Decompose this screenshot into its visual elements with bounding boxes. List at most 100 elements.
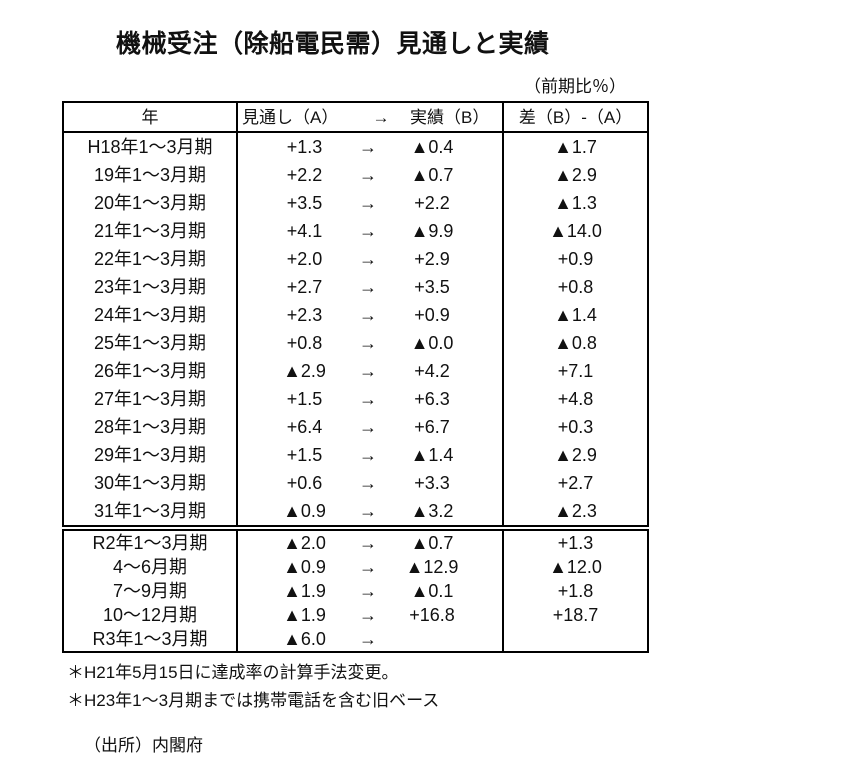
year-cell: 4～6月期: [63, 555, 238, 579]
diff-cell: ▲2.9: [554, 445, 597, 465]
diff-cell: +4.8: [557, 389, 594, 409]
forecast-cell: +3.5: [286, 193, 323, 213]
forecast-cell: +0.6: [286, 473, 323, 493]
header-row: 年 見通し（A） → 実績（B） 差（B）-（A）: [63, 102, 649, 133]
table-row: 19年1～3月期 +2.2 → ▲0.7 ▲2.9: [63, 161, 648, 189]
arrow-icon: →: [359, 193, 377, 213]
year-cell: 30年1～3月期: [63, 469, 238, 497]
actual-cell: [389, 627, 505, 652]
year-cell: H18年1～3月期: [63, 132, 238, 161]
table-header: 年 見通し（A） → 実績（B） 差（B）-（A）: [63, 102, 649, 133]
diff-cell: ▲1.3: [554, 193, 597, 213]
header-arrow-icon: →: [372, 107, 390, 127]
forecast-cell: ▲2.0: [283, 533, 326, 553]
footnote-line: ＊H23年1～3月期までは携帯電話を含む旧ベース: [67, 691, 440, 710]
forecast-cell: +0.8: [286, 333, 323, 353]
footnotes: ＊H21年5月15日に達成率の計算手法変更。 ＊H23年1～3月期までは携帯電話…: [67, 659, 439, 715]
arrow-icon: →: [359, 221, 377, 241]
year-cell: 27年1～3月期: [63, 385, 238, 413]
arrow-icon: →: [359, 581, 377, 601]
footnote-line: ＊H21年5月15日に達成率の計算手法変更。: [67, 663, 399, 682]
table-row: 31年1～3月期 ▲0.9 → ▲3.2 ▲2.3: [63, 497, 648, 528]
forecast-cell: +4.1: [286, 221, 323, 241]
year-cell: 10～12月期: [63, 603, 238, 627]
year-cell: 22年1～3月期: [63, 245, 238, 273]
actual-cell: ▲12.9: [389, 555, 505, 579]
forecast-cell: +1.5: [286, 389, 323, 409]
table-row: R3年1～3月期 ▲6.0 →: [63, 627, 648, 652]
table-row: 24年1～3月期 +2.3 → +0.9 ▲1.4: [63, 301, 648, 329]
arrow-icon: →: [359, 333, 377, 353]
arrow-icon: →: [359, 557, 377, 577]
forecast-cell: +6.4: [286, 417, 323, 437]
year-cell: 24年1～3月期: [63, 301, 238, 329]
table-row: 26年1～3月期 ▲2.9 → +4.2 +7.1: [63, 357, 648, 385]
unit-note: （前期比％）: [524, 77, 626, 96]
year-cell: 25年1～3月期: [63, 329, 238, 357]
actual-cell: ▲9.9: [389, 217, 505, 245]
table-body-reiwa-block: R2年1～3月期 ▲2.0 → ▲0.7 +1.3 4～6月期 ▲0.9 → ▲12.9 ▲12.…: [63, 528, 648, 652]
forecast-cell: +1.3: [286, 137, 323, 157]
forecast-cell: +2.0: [286, 249, 323, 269]
arrow-icon: →: [359, 137, 377, 157]
year-cell: R3年1～3月期: [63, 627, 238, 652]
actual-cell: ▲0.0: [389, 329, 505, 357]
year-cell: 19年1～3月期: [63, 161, 238, 189]
arrow-icon: →: [359, 417, 377, 437]
diff-cell: ▲12.0: [549, 557, 602, 577]
forecast-cell: +2.7: [286, 277, 323, 297]
forecast-cell: ▲1.9: [283, 605, 326, 625]
diff-cell: ▲2.3: [554, 501, 597, 521]
year-cell: 28年1～3月期: [63, 413, 238, 441]
table-row: H18年1～3月期 +1.3 → ▲0.4 ▲1.7: [63, 132, 648, 161]
table-row: 23年1～3月期 +2.7 → +3.5 +0.8: [63, 273, 648, 301]
actual-cell: +3.3: [389, 469, 505, 497]
actual-cell: +16.8: [389, 603, 505, 627]
page-title: 機械受注（除船電民需）見通しと実績: [116, 30, 550, 58]
table-row: 27年1～3月期 +1.5 → +6.3 +4.8: [63, 385, 648, 413]
actual-cell: +3.5: [389, 273, 505, 301]
actual-cell: +4.2: [389, 357, 505, 385]
year-cell: 29年1～3月期: [63, 441, 238, 469]
forecast-cell: ▲0.9: [283, 501, 326, 521]
year-cell: 31年1～3月期: [63, 497, 238, 528]
forecast-cell: +1.5: [286, 445, 323, 465]
year-cell: 26年1～3月期: [63, 357, 238, 385]
diff-cell: +2.7: [557, 473, 594, 493]
arrow-icon: →: [359, 629, 377, 649]
actual-cell: ▲0.1: [389, 579, 505, 603]
table-row: R2年1～3月期 ▲2.0 → ▲0.7 +1.3: [63, 528, 648, 555]
arrow-icon: →: [359, 533, 377, 553]
arrow-icon: →: [359, 277, 377, 297]
diff-cell: [503, 627, 648, 652]
header-forecast-actual-group: 見通し（A） → 実績（B）: [237, 102, 505, 133]
actual-cell: ▲0.4: [389, 132, 505, 161]
arrow-icon: →: [359, 389, 377, 409]
table-row: 22年1～3月期 +2.0 → +2.9 +0.9: [63, 245, 648, 273]
diff-cell: +1.3: [557, 533, 594, 553]
actual-cell: +2.2: [389, 189, 505, 217]
diff-cell: +7.1: [557, 361, 594, 381]
diff-cell: +0.3: [557, 417, 594, 437]
diff-cell: ▲1.4: [554, 305, 597, 325]
diff-cell: ▲2.9: [554, 165, 597, 185]
year-cell: 21年1～3月期: [63, 217, 238, 245]
source-note: （出所）内閣府: [84, 736, 203, 755]
actual-cell: +2.9: [389, 245, 505, 273]
actual-cell: ▲0.7: [389, 161, 505, 189]
actual-cell: +6.7: [389, 413, 505, 441]
arrow-icon: →: [359, 445, 377, 465]
table-row: 25年1～3月期 +0.8 → ▲0.0 ▲0.8: [63, 329, 648, 357]
diff-cell: +18.7: [552, 605, 599, 625]
actual-cell: ▲3.2: [389, 497, 505, 528]
forecast-cell: ▲6.0: [283, 629, 326, 649]
year-cell: 20年1～3月期: [63, 189, 238, 217]
year-cell: R2年1～3月期: [63, 528, 238, 555]
diff-cell: ▲1.7: [554, 137, 597, 157]
arrow-icon: →: [359, 501, 377, 521]
header-actual: 実績（B）: [410, 107, 490, 127]
table-row: 10～12月期 ▲1.9 → +16.8 +18.7: [63, 603, 648, 627]
forecast-cell: +2.3: [286, 305, 323, 325]
forecast-cell: +2.2: [286, 165, 323, 185]
